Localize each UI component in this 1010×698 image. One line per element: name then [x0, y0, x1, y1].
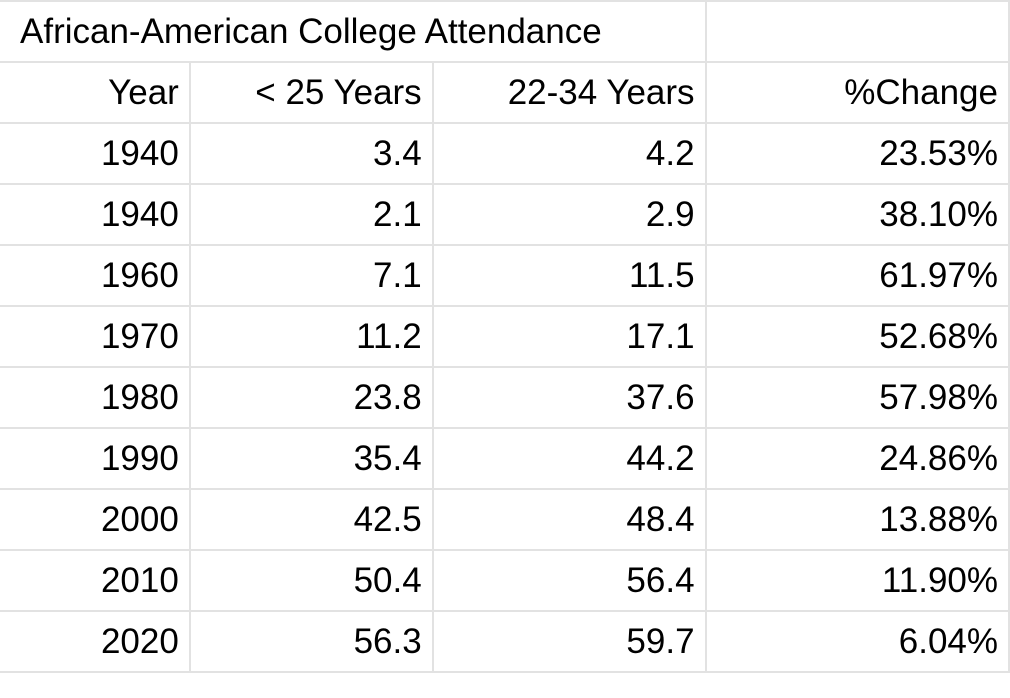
empty-cell[interactable] [704, 0, 1010, 63]
cell-under-25[interactable]: 56.3 [188, 610, 434, 673]
cell-22-34[interactable]: 2.9 [431, 183, 707, 246]
cell-year[interactable]: 1980 [0, 366, 191, 429]
cell-pct-change[interactable]: 61.97% [704, 244, 1010, 307]
cell-year[interactable]: 2000 [0, 488, 191, 551]
cell-year[interactable]: 1940 [0, 183, 191, 246]
cell-under-25[interactable]: 50.4 [188, 549, 434, 612]
cell-pct-change[interactable]: 6.04% [704, 610, 1010, 673]
cell-under-25[interactable]: 7.1 [188, 244, 434, 307]
cell-22-34[interactable]: 44.2 [431, 427, 707, 490]
cell-22-34[interactable]: 48.4 [431, 488, 707, 551]
cell-year[interactable]: 2020 [0, 610, 191, 673]
table-row: 1940 2.1 2.9 38.10% [0, 183, 1010, 246]
cell-year[interactable]: 1970 [0, 305, 191, 368]
table-row: 2000 42.5 48.4 13.88% [0, 488, 1010, 551]
header-year[interactable]: Year [0, 61, 191, 124]
title-row: African-American College Attendance [0, 0, 1010, 63]
header-pct-change[interactable]: %Change [704, 61, 1010, 124]
cell-pct-change[interactable]: 24.86% [704, 427, 1010, 490]
cell-year[interactable]: 1990 [0, 427, 191, 490]
table-row: 1990 35.4 44.2 24.86% [0, 427, 1010, 490]
cell-22-34[interactable]: 56.4 [431, 549, 707, 612]
cell-under-25[interactable]: 3.4 [188, 122, 434, 185]
cell-year[interactable]: 2010 [0, 549, 191, 612]
table-row: 2020 56.3 59.7 6.04% [0, 610, 1010, 673]
header-under-25[interactable]: < 25 Years [188, 61, 434, 124]
cell-year[interactable]: 1960 [0, 244, 191, 307]
cell-pct-change[interactable]: 38.10% [704, 183, 1010, 246]
table-row: 1960 7.1 11.5 61.97% [0, 244, 1010, 307]
table-row: 1940 3.4 4.2 23.53% [0, 122, 1010, 185]
table-row: 1980 23.8 37.6 57.98% [0, 366, 1010, 429]
cell-22-34[interactable]: 59.7 [431, 610, 707, 673]
cell-year[interactable]: 1940 [0, 122, 191, 185]
cell-pct-change[interactable]: 52.68% [704, 305, 1010, 368]
cell-under-25[interactable]: 11.2 [188, 305, 434, 368]
cell-pct-change[interactable]: 11.90% [704, 549, 1010, 612]
cell-under-25[interactable]: 42.5 [188, 488, 434, 551]
header-22-34[interactable]: 22-34 Years [431, 61, 707, 124]
table-row: 1970 11.2 17.1 52.68% [0, 305, 1010, 368]
table-title[interactable]: African-American College Attendance [0, 0, 707, 63]
cell-22-34[interactable]: 17.1 [431, 305, 707, 368]
table-row: 2010 50.4 56.4 11.90% [0, 549, 1010, 612]
cell-22-34[interactable]: 37.6 [431, 366, 707, 429]
cell-22-34[interactable]: 11.5 [431, 244, 707, 307]
cell-under-25[interactable]: 35.4 [188, 427, 434, 490]
cell-under-25[interactable]: 23.8 [188, 366, 434, 429]
cell-22-34[interactable]: 4.2 [431, 122, 707, 185]
header-row: Year < 25 Years 22-34 Years %Change [0, 61, 1010, 124]
cell-pct-change[interactable]: 57.98% [704, 366, 1010, 429]
cell-pct-change[interactable]: 23.53% [704, 122, 1010, 185]
cell-under-25[interactable]: 2.1 [188, 183, 434, 246]
attendance-table: African-American College Attendance Year… [0, 0, 1010, 673]
cell-pct-change[interactable]: 13.88% [704, 488, 1010, 551]
